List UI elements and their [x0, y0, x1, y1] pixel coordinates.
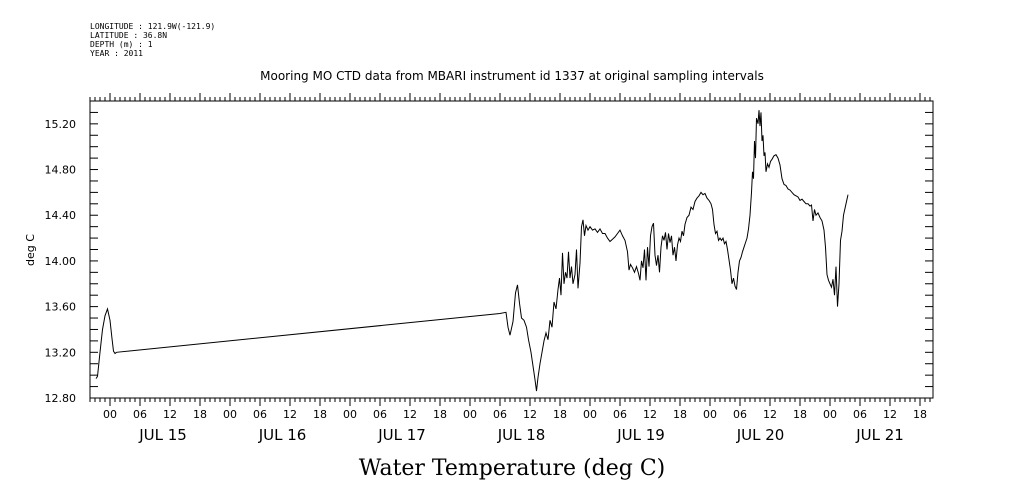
metadata-longitude: LONGITUDE : 121.9W(-121.9): [90, 22, 216, 31]
x-tick-label: 18: [553, 408, 567, 421]
series-layer: [95, 110, 849, 392]
x-tick-label: 18: [313, 408, 327, 421]
x-tick-label: 12: [163, 408, 177, 421]
y-tick-label: 14.40: [45, 209, 77, 222]
x-tick-label: 00: [583, 408, 597, 421]
metadata-latitude: LATITUDE : 36.8N: [90, 31, 168, 40]
x-tick-label: 00: [103, 408, 117, 421]
plot-frame: [89, 100, 934, 399]
x-tick-label: 12: [763, 408, 777, 421]
x-day-label: JUL 15: [138, 426, 187, 444]
x-tick-label: 00: [463, 408, 477, 421]
x-tick-label: 12: [283, 408, 297, 421]
chart-title: Mooring MO CTD data from MBARI instrumen…: [260, 69, 764, 83]
y-tick-label: 12.80: [45, 392, 77, 405]
x-tick-label: 06: [613, 408, 627, 421]
y-tick-label: 13.60: [45, 301, 77, 314]
x-tick-label: 06: [133, 408, 147, 421]
x-tick-label: 06: [253, 408, 267, 421]
x-tick-label: 12: [403, 408, 417, 421]
x-tick-label: 00: [703, 408, 717, 421]
x-tick-label: 18: [793, 408, 807, 421]
x-day-label: JUL 21: [855, 426, 904, 444]
y-tick-label: 14.80: [45, 164, 77, 177]
x-day-label: JUL 18: [497, 426, 546, 444]
x-tick-label: 18: [913, 408, 927, 421]
y-axis: 12.80 13.20 13.60 14.00 14.40 14.80 15.20: [45, 100, 933, 405]
x-tick-label: 18: [673, 408, 687, 421]
y-tick-label: 14.00: [45, 255, 77, 268]
x-tick-label: 12: [883, 408, 897, 421]
y-axis-label: deg C: [24, 234, 37, 266]
x-day-label: JUL 19: [616, 426, 665, 444]
x-day-label: JUL 16: [258, 426, 307, 444]
metadata-block: LONGITUDE : 121.9W(-121.9) LATITUDE : 36…: [90, 22, 215, 58]
x-tick-label: 06: [853, 408, 867, 421]
x-tick-label: 18: [193, 408, 207, 421]
x-day-label: JUL 20: [736, 426, 785, 444]
x-tick-label: 06: [373, 408, 387, 421]
x-tick-label: 00: [343, 408, 357, 421]
metadata-year: YEAR : 2011: [90, 49, 143, 58]
x-tick-label: 06: [493, 408, 507, 421]
x-day-label: JUL 17: [377, 426, 426, 444]
x-axis-label: Water Temperature (deg C): [359, 456, 666, 481]
x-tick-label: 12: [523, 408, 537, 421]
x-tick-label: 00: [823, 408, 837, 421]
y-tick-label: 15.20: [45, 118, 77, 131]
temperature-series-line: [95, 110, 849, 392]
x-tick-label: 00: [223, 408, 237, 421]
y-tick-label: 13.20: [45, 346, 77, 359]
metadata-depth: DEPTH (m) : 1: [90, 40, 153, 49]
x-tick-label: 06: [733, 408, 747, 421]
x-tick-label: 18: [433, 408, 447, 421]
x-tick-label: 12: [643, 408, 657, 421]
x-axis: 00 06 12 18 00 06 12 18 00 06 12 18 00 06 12 18 00 06 12 18…: [89, 93, 931, 444]
